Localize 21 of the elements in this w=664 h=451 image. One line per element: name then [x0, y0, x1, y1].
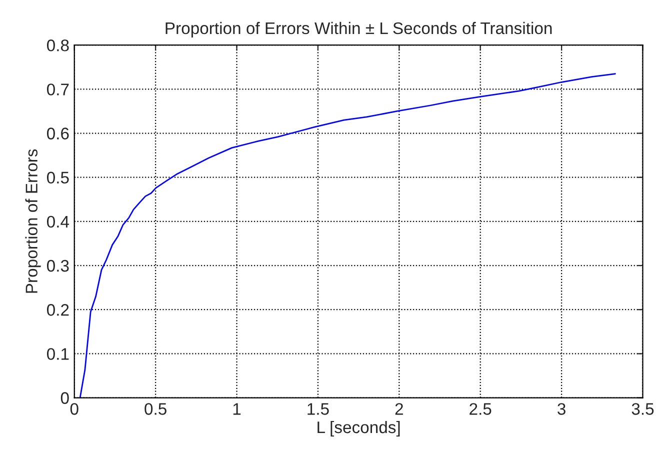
y-axis-title: Proportion of Errors	[25, 149, 41, 293]
y-tick-label: 0.3	[46, 260, 69, 272]
y-tick-label: 0.6	[46, 128, 69, 140]
x-tick-label: 1	[233, 403, 241, 415]
x-tick-label: 3.5	[632, 403, 654, 415]
x-tick-label: 1.5	[308, 403, 329, 415]
x-axis-title: L [seconds]	[318, 420, 400, 436]
y-tick-label: 0	[60, 392, 69, 404]
line-series	[79, 73, 616, 398]
y-tick-label: 0.4	[46, 216, 70, 228]
x-tick-label: 0	[70, 403, 78, 415]
y-tick-label: 0.1	[46, 348, 69, 360]
y-tick-label: 0.7	[46, 84, 69, 96]
y-tick-label: 0.2	[46, 304, 69, 316]
y-tick-label: 0.5	[46, 172, 69, 184]
x-tick-label: 3	[558, 403, 566, 415]
x-tick-label: 2.5	[470, 403, 492, 415]
y-tick-label: 0.8	[46, 40, 69, 52]
x-tick-label: 0.5	[144, 403, 166, 415]
x-tick-label: 2	[395, 403, 403, 415]
chart-title: Proportion of Errors Within ± L Seconds of Transition	[166, 22, 552, 38]
